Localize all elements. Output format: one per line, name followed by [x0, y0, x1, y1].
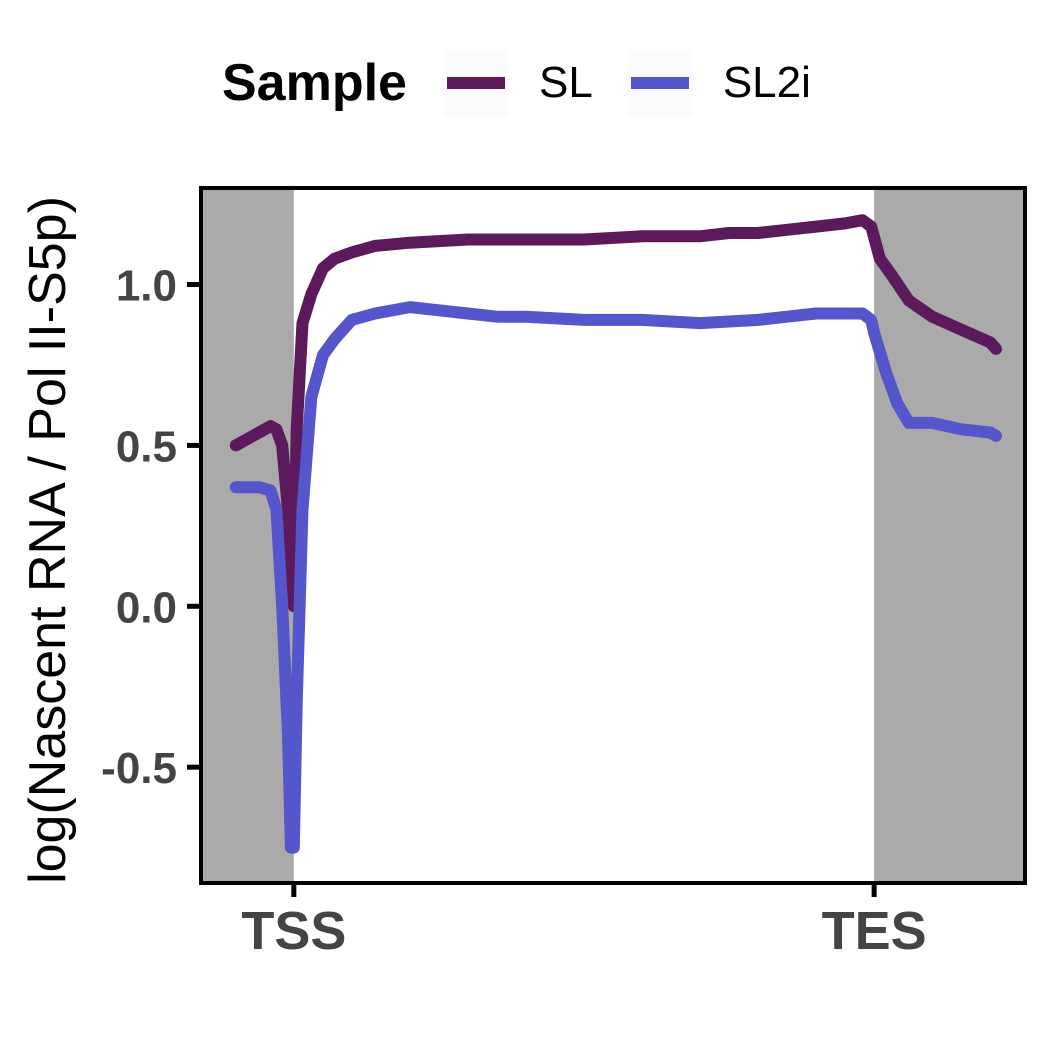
y-tick-label: 0.5 — [116, 422, 177, 471]
series-line-sl — [229, 214, 1002, 613]
legend-key-sl — [442, 50, 509, 116]
legend-title: Sample — [222, 54, 407, 112]
legend-item-sl: SL — [442, 50, 593, 116]
y-tick-label: 0.0 — [116, 583, 177, 632]
legend-swatch-sl2i — [630, 77, 689, 89]
legend: Sample SL SL2i — [222, 48, 845, 118]
y-axis-label: log(Nascent RNA / Pol II-S5p) — [19, 196, 77, 884]
x-tick-label: TSS — [241, 901, 346, 961]
shaded-region-1 — [874, 188, 1025, 883]
legend-item-sl2i: SL2i — [626, 50, 811, 116]
legend-swatch-sl — [446, 77, 505, 89]
legend-key-sl2i — [626, 50, 693, 116]
y-tick-label: -0.5 — [101, 744, 177, 793]
legend-label-sl: SL — [538, 58, 593, 107]
series-line-sl2i — [229, 301, 1002, 854]
plot-border — [199, 186, 1027, 885]
legend-label-sl2i: SL2i — [722, 58, 811, 107]
y-tick-label: 1.0 — [116, 262, 177, 311]
x-tick-label: TES — [822, 901, 927, 961]
